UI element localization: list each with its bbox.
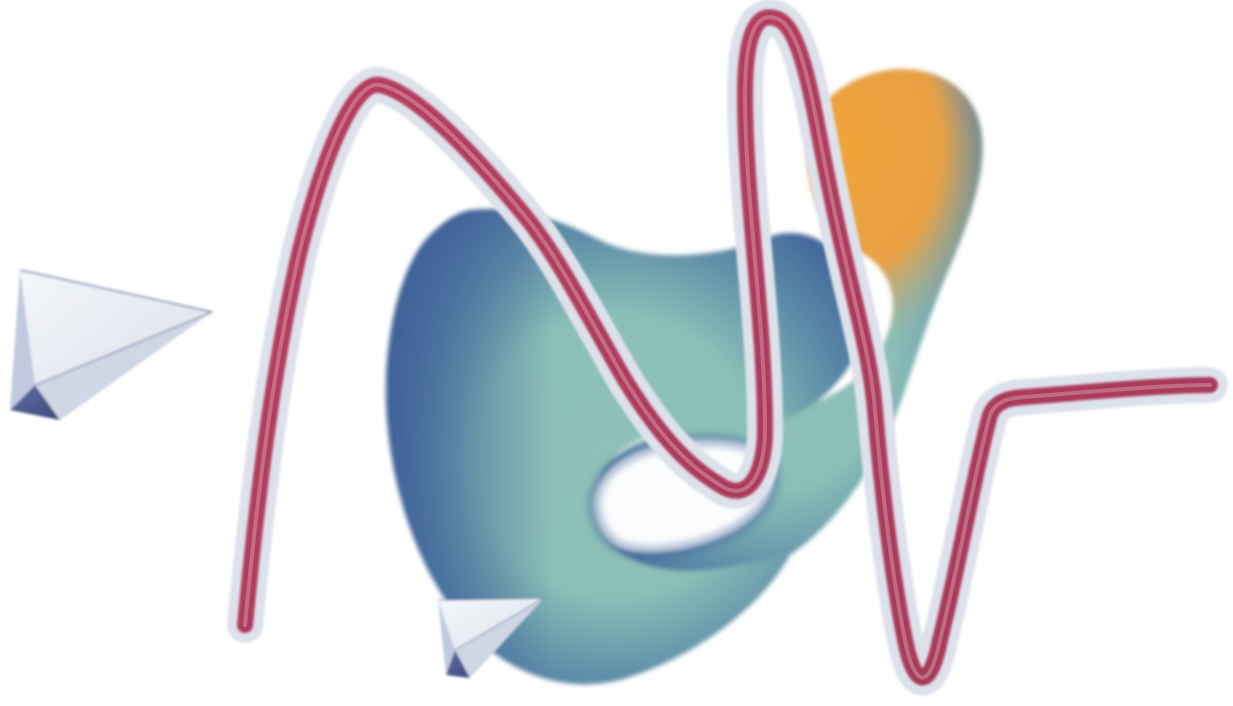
paper-plane-icon-small <box>437 597 545 678</box>
ribbon-squiggle <box>227 0 1228 696</box>
paper-plane-icon-large <box>10 269 213 420</box>
